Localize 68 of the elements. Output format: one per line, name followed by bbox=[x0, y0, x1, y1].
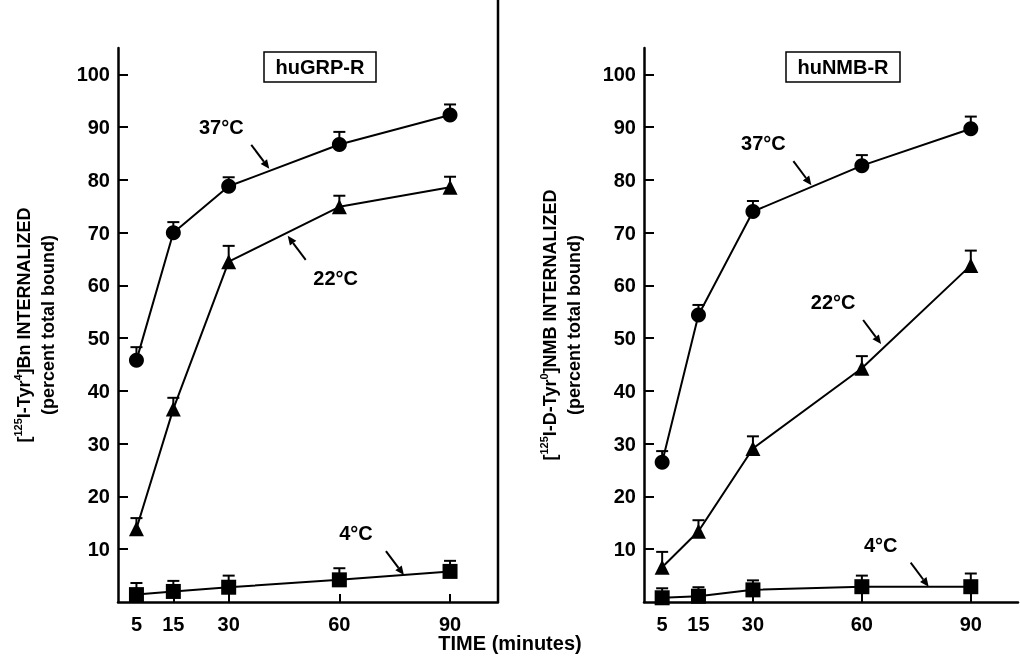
point bbox=[854, 360, 870, 376]
point bbox=[221, 254, 237, 270]
point bbox=[442, 563, 458, 579]
x-tick-label: 15 bbox=[687, 613, 710, 635]
x-tick-label: 30 bbox=[217, 613, 240, 635]
annotation: 37°C bbox=[198, 115, 244, 138]
point bbox=[963, 257, 979, 273]
point bbox=[745, 440, 761, 456]
point bbox=[745, 204, 761, 220]
y-tick-label: 100 bbox=[602, 63, 636, 86]
y-tick-label: 50 bbox=[87, 327, 110, 350]
x-tick-label: 5 bbox=[130, 613, 143, 635]
y-tick-label: 30 bbox=[613, 432, 636, 455]
point bbox=[745, 582, 761, 598]
x-tick-label: 15 bbox=[162, 613, 185, 635]
annotation: 4°C bbox=[339, 522, 373, 545]
chart-title: huNMB-R bbox=[797, 56, 890, 78]
point bbox=[442, 107, 458, 123]
point bbox=[331, 572, 347, 588]
point bbox=[128, 521, 144, 537]
point bbox=[654, 559, 670, 575]
x-axis-title: TIME (minutes) bbox=[438, 632, 582, 654]
x-tick-label: 5 bbox=[656, 613, 668, 635]
point bbox=[442, 179, 458, 195]
point bbox=[221, 178, 237, 194]
annotation: 4°C bbox=[863, 533, 898, 556]
point bbox=[854, 579, 870, 595]
point bbox=[690, 588, 706, 604]
point bbox=[854, 158, 870, 174]
y-tick-label: 70 bbox=[87, 221, 110, 244]
y-tick-label: 60 bbox=[87, 274, 110, 297]
x-tick-label: 90 bbox=[959, 613, 982, 635]
y-tick-label: 90 bbox=[613, 116, 636, 139]
x-tick-label: 30 bbox=[741, 613, 765, 635]
y-tick-label: 70 bbox=[613, 221, 636, 244]
point bbox=[165, 225, 181, 241]
y-tick-label: 100 bbox=[76, 63, 110, 86]
y-tick-label: 40 bbox=[613, 379, 636, 402]
x-tick-label: 60 bbox=[850, 613, 873, 635]
point bbox=[221, 579, 237, 595]
y-tick-label: 90 bbox=[87, 116, 110, 139]
annotation: 37°C bbox=[741, 132, 786, 155]
y-tick-label: 20 bbox=[613, 485, 636, 508]
annotation: 22°C bbox=[313, 266, 359, 289]
point bbox=[654, 454, 670, 470]
point bbox=[128, 587, 144, 603]
point bbox=[165, 583, 181, 599]
x-tick-label: 90 bbox=[438, 613, 462, 635]
point bbox=[690, 523, 706, 539]
y-tick-label: 10 bbox=[87, 538, 110, 561]
point bbox=[128, 352, 144, 368]
point bbox=[331, 199, 347, 215]
point bbox=[963, 121, 979, 137]
point bbox=[963, 579, 979, 595]
y-tick-label: 30 bbox=[87, 432, 110, 455]
y-tick-label: 80 bbox=[613, 168, 636, 191]
y-tick-label: 40 bbox=[87, 379, 110, 402]
y-tick-label: 80 bbox=[87, 168, 110, 191]
y-tick-label: 20 bbox=[87, 485, 110, 508]
x-tick-label: 60 bbox=[328, 613, 351, 635]
point bbox=[690, 307, 706, 323]
y-tick-label: 10 bbox=[613, 538, 636, 561]
chart-title: huGRP-R bbox=[275, 56, 365, 78]
y-tick-label: 60 bbox=[613, 274, 636, 297]
y-tick-label: 50 bbox=[613, 327, 636, 350]
point bbox=[165, 401, 181, 417]
annotation: 22°C bbox=[810, 290, 856, 313]
point bbox=[331, 137, 347, 153]
